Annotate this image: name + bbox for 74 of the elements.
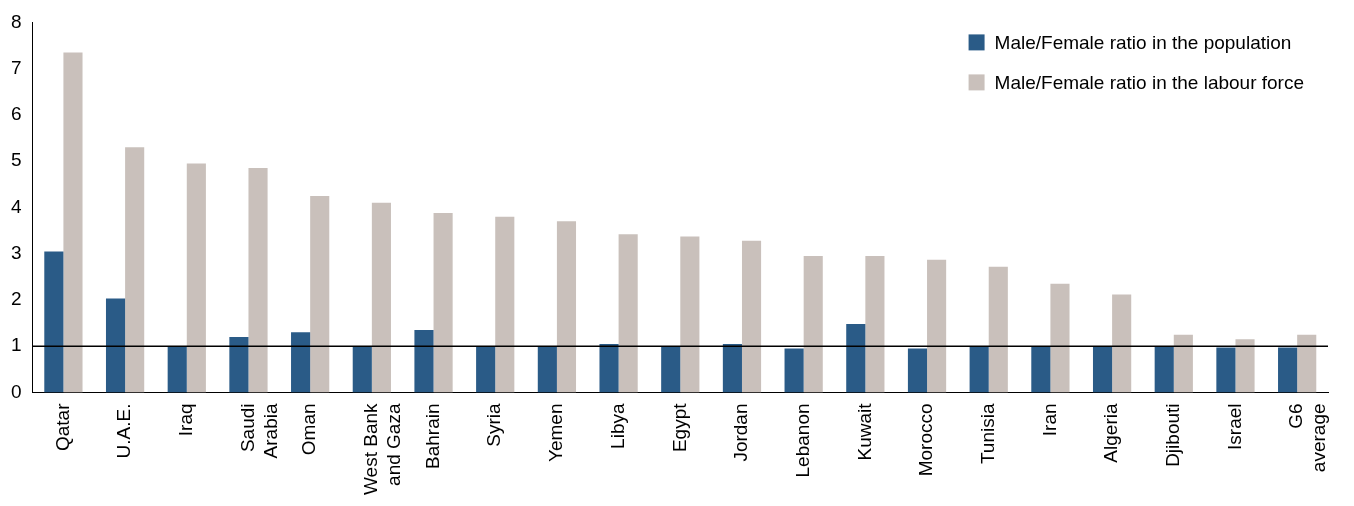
bar	[414, 330, 434, 393]
bar	[229, 336, 249, 393]
y-tick-label: 8	[10, 10, 22, 32]
x-tick-label: Egypt	[668, 402, 690, 453]
bar	[618, 234, 638, 393]
y-tick-label: 5	[10, 149, 22, 171]
x-tick-label: Lebanon	[791, 403, 813, 478]
y-tick-label: 3	[10, 241, 22, 263]
bar	[846, 324, 866, 393]
x-tick-label: Yemen	[545, 403, 567, 462]
y-tick-label: 6	[10, 103, 22, 125]
x-tick-label: Libya	[606, 403, 628, 449]
x-tick-label: Qatar	[51, 402, 73, 452]
x-tick-label: Djibouti	[1162, 403, 1184, 467]
bar	[661, 346, 681, 393]
x-tick-label: Kuwait	[853, 402, 875, 461]
x-tick-label: U.A.E.	[113, 403, 135, 459]
legend-label: Male/Female ratio in the labour force	[994, 71, 1305, 93]
bar	[722, 343, 742, 393]
bar	[125, 147, 145, 393]
bar	[186, 163, 206, 393]
bar	[784, 348, 804, 393]
bar	[291, 332, 311, 393]
bar	[803, 256, 823, 393]
x-tick-label: Morocco	[915, 403, 937, 477]
bar	[352, 346, 372, 393]
bar	[537, 346, 557, 393]
bar	[1031, 346, 1051, 393]
bar	[476, 346, 496, 393]
x-tick-label: Syria	[483, 403, 505, 447]
bar	[105, 298, 126, 393]
y-tick-label: 0	[10, 380, 22, 402]
bar	[1154, 346, 1174, 393]
bar	[1050, 283, 1070, 393]
bar	[907, 348, 928, 393]
bar	[1216, 347, 1236, 393]
x-tick-label: Oman	[298, 403, 320, 456]
bar	[1278, 347, 1298, 393]
bar	[371, 202, 391, 393]
x-tick-label: G6 average	[1285, 403, 1330, 473]
x-tick-label: Algeria	[1100, 403, 1122, 463]
bar	[1173, 334, 1193, 393]
y-tick-label: 7	[10, 56, 22, 78]
bar	[680, 236, 700, 393]
bar	[741, 240, 762, 393]
bar	[1092, 346, 1113, 393]
y-tick-label: 1	[10, 334, 22, 356]
bar	[1297, 334, 1317, 393]
y-tick-label: 4	[10, 195, 22, 217]
x-tick-label: Israel	[1223, 403, 1245, 450]
x-tick-label: West Bank and Gaza	[360, 402, 404, 496]
x-tick-label: Saudi Arabia	[236, 403, 281, 459]
y-tick-label: 2	[10, 288, 22, 310]
bar	[556, 221, 577, 393]
x-tick-label: Iran	[1038, 403, 1060, 437]
legend-label: Male/Female ratio in the population	[994, 31, 1292, 53]
bar	[1235, 339, 1255, 393]
bar	[865, 256, 885, 393]
x-tick-label: Bahrain	[421, 403, 443, 469]
x-tick-label: Tunisia	[976, 403, 998, 465]
bar	[988, 266, 1008, 393]
bar	[969, 346, 989, 393]
bar	[167, 346, 187, 393]
bar	[495, 216, 515, 393]
bar	[599, 343, 619, 393]
x-tick-label: Iraq	[175, 403, 197, 437]
bar	[927, 259, 947, 393]
x-tick-label: Jordan	[730, 403, 752, 462]
bar	[1112, 294, 1132, 393]
bar	[44, 251, 64, 393]
bar	[310, 195, 330, 393]
bar	[433, 212, 453, 393]
bar	[63, 52, 83, 393]
bar	[248, 168, 268, 393]
